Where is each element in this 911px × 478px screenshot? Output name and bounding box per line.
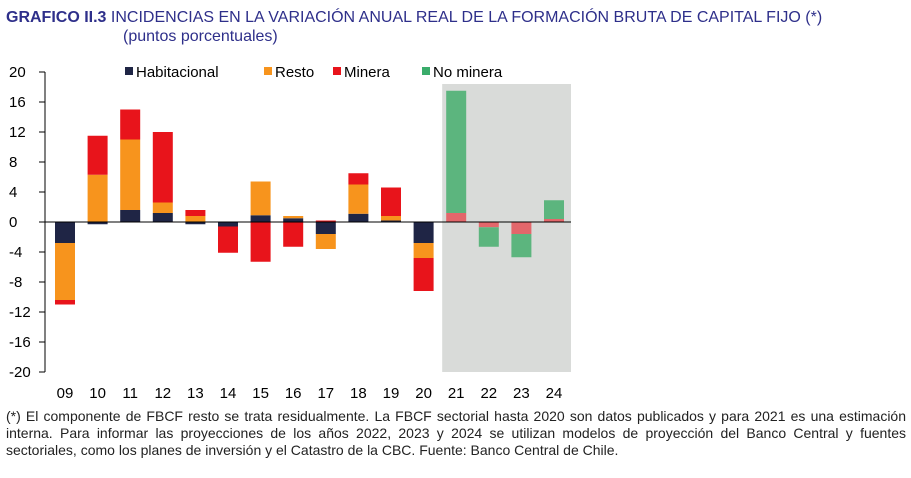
bar-resto-10 — [87, 174, 108, 222]
bar-habitacional-10 — [87, 222, 108, 225]
y-tick-label: -4 — [9, 244, 22, 261]
bar-minera-12 — [152, 132, 173, 203]
bar-minera-20 — [413, 258, 434, 291]
bar-minera-21 — [446, 213, 467, 222]
chart-code: GRAFICO II.3 — [6, 9, 107, 26]
legend-swatch — [333, 67, 341, 75]
chart-title: GRAFICO II.3 INCIDENCIAS EN LA VARIACIÓN… — [6, 8, 906, 27]
bar-resto-11 — [120, 139, 141, 210]
bar-chart: 20 16 12 8 4 0 -4 -8 -12 -16 -20 09 10 11 12 13 14 15 16 17… — [9, 64, 571, 402]
bar-resto-19 — [381, 216, 401, 221]
x-tick-label: 19 — [383, 385, 400, 402]
x-tick-label: 14 — [220, 385, 237, 402]
bar-resto-16 — [283, 216, 304, 219]
y-tick-label: -16 — [9, 334, 31, 351]
bar-habitacional-11 — [120, 210, 141, 222]
bar-minera-14 — [218, 226, 238, 253]
legend-swatch — [264, 67, 272, 75]
bar-no-minera-22 — [478, 227, 499, 247]
bar-habitacional-19 — [381, 220, 401, 222]
y-tick-label: 8 — [9, 154, 17, 171]
y-tick-label: 0 — [9, 214, 17, 231]
bar-resto-09 — [55, 243, 75, 300]
x-tick-label: 12 — [154, 385, 171, 402]
bar-habitacional-14 — [218, 222, 238, 227]
bar-habitacional-12 — [152, 213, 173, 222]
x-tick-label: 09 — [57, 385, 74, 402]
bar-minera-23 — [511, 222, 532, 234]
legend-label: Resto — [275, 64, 314, 81]
bar-minera-09 — [55, 300, 75, 305]
legend-swatch — [422, 67, 430, 75]
y-tick-label: -12 — [9, 304, 31, 321]
chart-title-text: INCIDENCIAS EN LA VARIACIÓN ANUAL REAL D… — [110, 9, 823, 26]
bar-minera-19 — [381, 187, 401, 216]
x-tick-label: 23 — [513, 385, 530, 402]
footnote: (*) El componente de FBCF resto se trata… — [6, 408, 906, 458]
bar-no-minera-21 — [446, 90, 467, 213]
x-tick-label: 15 — [252, 385, 269, 402]
legend-label: Habitacional — [136, 64, 219, 81]
y-tick-label: 4 — [9, 184, 17, 201]
x-tick-label: 13 — [187, 385, 204, 402]
bar-resto-18 — [348, 184, 369, 214]
y-tick-label: 12 — [9, 124, 26, 141]
x-tick-label: 18 — [350, 385, 367, 402]
legend-label: No minera — [433, 64, 503, 81]
bar-minera-22 — [478, 222, 499, 228]
bar-minera-24 — [544, 219, 564, 222]
bar-habitacional-09 — [55, 222, 75, 243]
bar-resto-20 — [413, 243, 434, 258]
bar-minera-16 — [283, 222, 304, 247]
bar-resto-13 — [185, 216, 206, 222]
bar-minera-17 — [315, 220, 336, 222]
x-tick-label: 20 — [415, 385, 432, 402]
bar-resto-15 — [250, 181, 271, 216]
bar-habitacional-13 — [185, 222, 206, 225]
bar-habitacional-16 — [283, 218, 304, 222]
bar-no-minera-23 — [511, 234, 532, 258]
x-tick-label: 10 — [89, 385, 106, 402]
chart-header: GRAFICO II.3 INCIDENCIAS EN LA VARIACIÓN… — [6, 8, 906, 46]
y-tick-label: 16 — [9, 94, 26, 111]
bar-habitacional-17 — [315, 222, 336, 234]
bar-minera-11 — [120, 109, 141, 140]
bar-resto-17 — [315, 234, 336, 249]
bar-resto-12 — [152, 202, 173, 213]
chart-subtitle: (puntos porcentuales) — [123, 28, 278, 45]
bar-habitacional-20 — [413, 222, 434, 243]
bar-minera-13 — [185, 210, 206, 216]
x-tick-label: 16 — [285, 385, 302, 402]
bar-habitacional-15 — [250, 215, 271, 222]
y-tick-label: -20 — [9, 364, 31, 381]
bar-habitacional-18 — [348, 213, 369, 222]
x-tick-label: 24 — [546, 385, 563, 402]
x-tick-label: 22 — [480, 385, 497, 402]
x-tick-label: 17 — [317, 385, 334, 402]
bar-minera-18 — [348, 173, 369, 185]
y-tick-label: 20 — [9, 64, 26, 81]
bar-minera-15 — [250, 222, 271, 262]
legend-label: Minera — [344, 64, 391, 81]
bar-no-minera-24 — [544, 200, 564, 219]
y-tick-label: -8 — [9, 274, 22, 291]
x-tick-label: 11 — [122, 385, 138, 402]
x-tick-label: 21 — [448, 385, 465, 402]
bar-minera-10 — [87, 135, 108, 175]
legend-swatch — [125, 67, 133, 75]
